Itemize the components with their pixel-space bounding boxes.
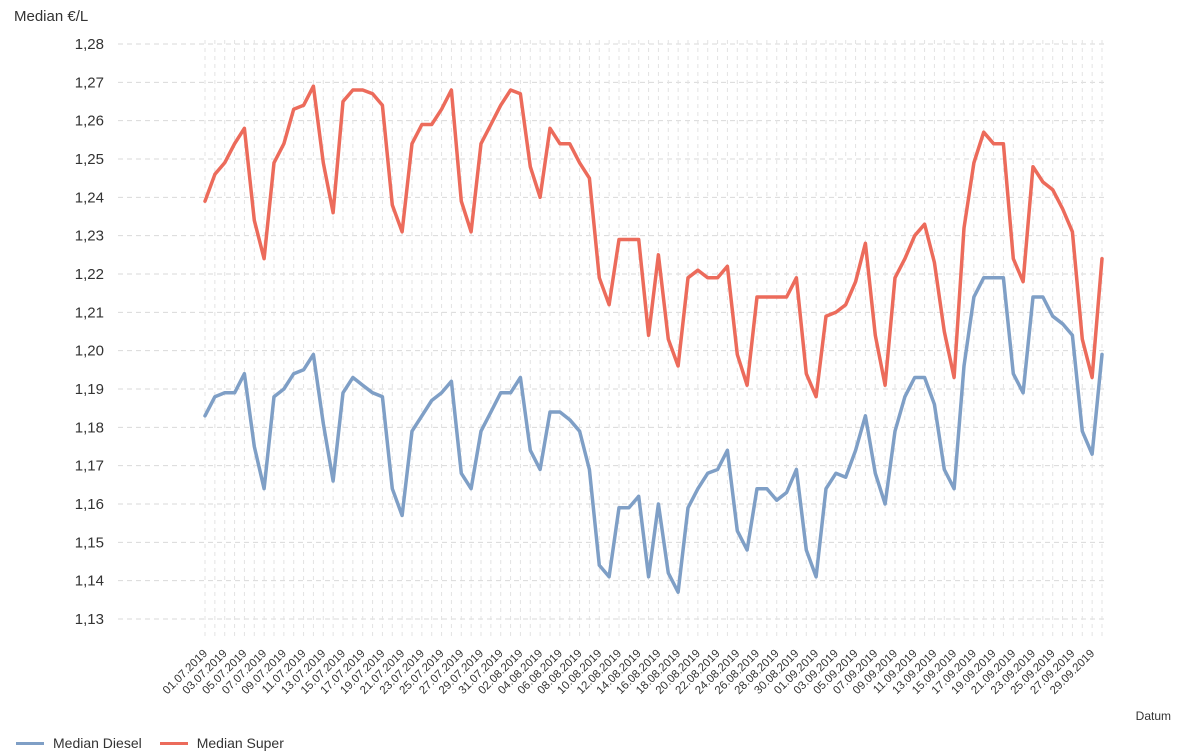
y-axis-label: Median €/L <box>14 8 89 25</box>
y-tick-label: 1,21 <box>75 304 104 321</box>
legend-item-diesel: Median Diesel <box>16 735 142 751</box>
legend-swatch-super <box>159 741 188 745</box>
y-tick-label: 1,19 <box>75 381 104 398</box>
y-tick-label: 1,23 <box>75 228 104 245</box>
legend-swatch-diesel <box>16 741 44 745</box>
x-axis-label: Datum <box>1135 709 1171 723</box>
y-tick-label: 1,25 <box>75 151 104 168</box>
y-tick-label: 1,22 <box>75 266 104 283</box>
y-tick-label: 1,15 <box>75 534 104 551</box>
series-line-super <box>203 84 1104 399</box>
y-tick-labels: 1,13 1,14 1,15 1,16 1,17 1,18 1,19 1,20 1,21 1,22… <box>75 36 104 628</box>
y-tick-label: 1,17 <box>75 458 104 475</box>
legend: Median Diesel Median Super <box>16 735 302 751</box>
legend-item-super: Median Super <box>159 735 284 751</box>
y-tick-label: 1,18 <box>75 419 104 436</box>
y-tick-label: 1,27 <box>75 74 104 91</box>
x-tick-labels: 01.07.201903.07.201905.07.201907.07.2019… <box>161 648 1097 697</box>
y-tick-label: 1,16 <box>75 496 104 513</box>
y-tick-label: 1,14 <box>75 573 104 590</box>
y-tick-label: 1,24 <box>75 189 104 206</box>
series-lines <box>203 84 1104 594</box>
y-tick-label: 1,20 <box>75 343 104 360</box>
grid-lines <box>118 40 1108 637</box>
y-tick-label: 1,13 <box>75 611 104 628</box>
legend-label-super: Median Super <box>196 735 284 751</box>
y-tick-label: 1,26 <box>75 113 104 130</box>
series-line-diesel <box>203 276 1104 594</box>
y-tick-label: 1,28 <box>75 36 104 53</box>
legend-label-diesel: Median Diesel <box>53 735 142 751</box>
